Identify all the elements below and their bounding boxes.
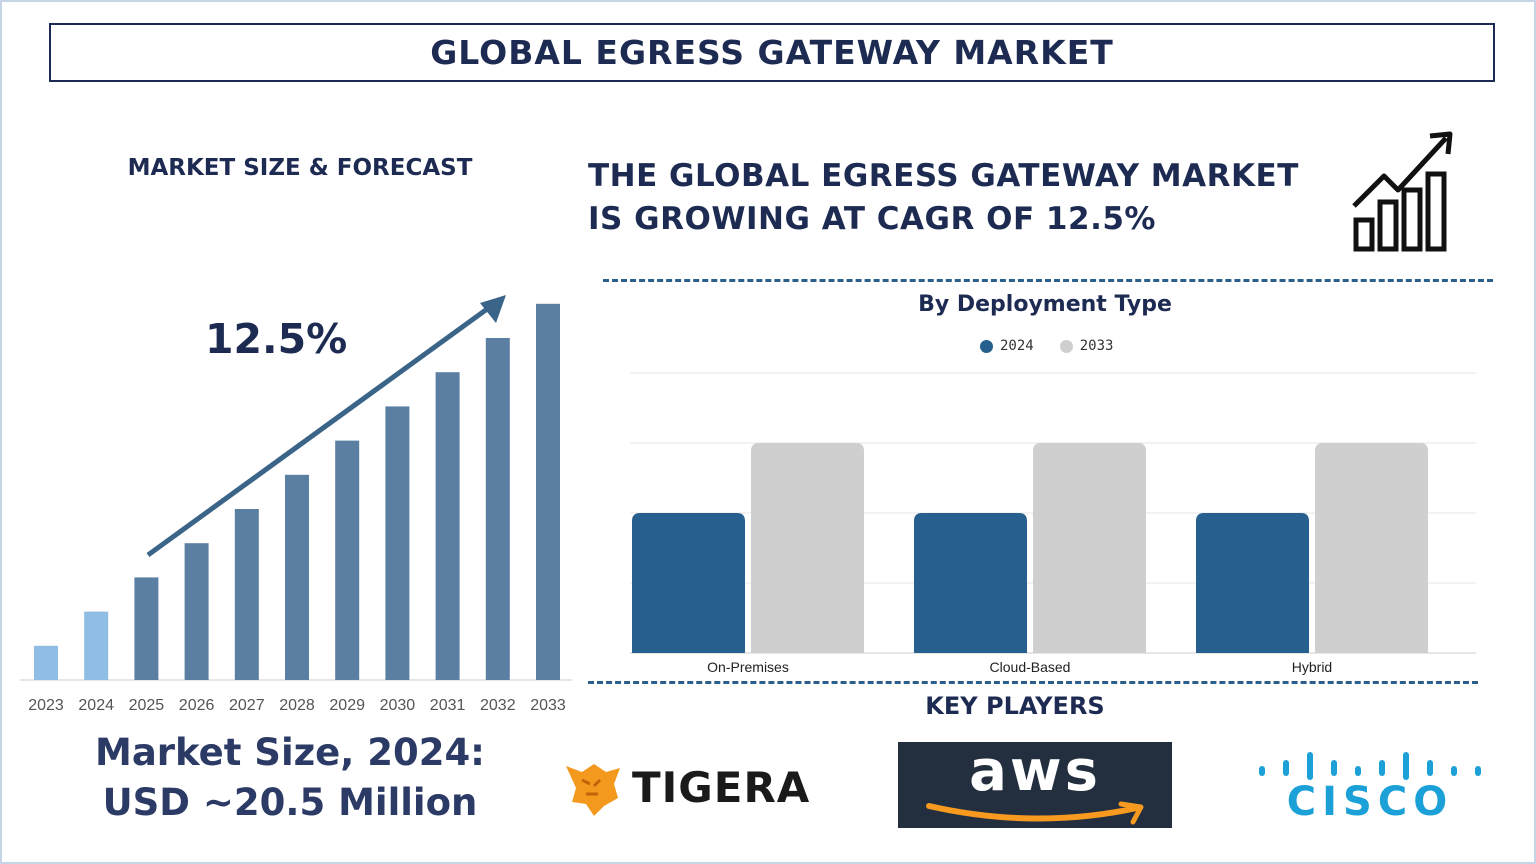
cisco-logo: CISCO <box>1250 752 1490 822</box>
growth-arrow-head <box>480 295 506 323</box>
market-size-heading: MARKET SIZE & FORECAST <box>127 155 473 181</box>
legend-label-2024: 2024 <box>1000 338 1034 354</box>
cisco-wordmark: CISCO <box>1286 779 1454 825</box>
key-players-heading: KEY PLAYERS <box>925 692 1105 720</box>
category-label-cloud-based: Cloud-Based <box>990 659 1071 675</box>
tick-label-2032: 2032 <box>480 697 516 714</box>
bar-hybrid-2033 <box>1315 443 1428 653</box>
legend-item-2024: 2024 <box>980 338 1034 354</box>
bar-2025 <box>134 577 159 680</box>
page-title: GLOBAL EGRESS GATEWAY MARKET <box>430 33 1114 72</box>
cagr-headline-line1: THE GLOBAL EGRESS GATEWAY MARKET <box>588 158 1299 194</box>
tick-label-2023: 2023 <box>28 697 64 714</box>
bar-cloud-based-2024 <box>914 513 1027 653</box>
bar-2031 <box>435 372 460 680</box>
tick-label-2027: 2027 <box>229 697 265 714</box>
tigera-logo: TIGERA <box>560 755 840 820</box>
bar-2029 <box>335 440 360 680</box>
cisco-bars-icon <box>1259 752 1481 780</box>
category-label-hybrid: Hybrid <box>1292 659 1332 675</box>
tick-label-2028: 2028 <box>279 697 315 714</box>
tigera-wordmark: TIGERA <box>632 763 811 812</box>
category-label-on-premises: On-Premises <box>707 659 789 675</box>
bar-hybrid-2024 <box>1196 513 1309 653</box>
legend-swatch-2024 <box>980 339 993 353</box>
cagr-headline-line2: IS GROWING AT CAGR OF 12.5% <box>588 201 1156 237</box>
deployment-chart-title: By Deployment Type <box>918 292 1172 317</box>
tick-label-2029: 2029 <box>329 697 365 714</box>
bar-cloud-based-2033 <box>1033 443 1146 653</box>
divider-top <box>603 279 1493 282</box>
legend-swatch-2033 <box>1059 339 1073 353</box>
market-size-line2: USD ~20.5 Million <box>102 781 478 824</box>
amazon-smile-icon <box>926 801 1144 825</box>
legend-item-2033: 2033 <box>1059 338 1114 354</box>
market-size-text: Market Size, 2024: USD ~20.5 Million <box>60 728 520 828</box>
tick-label-2031: 2031 <box>430 697 466 714</box>
growth-chart-icon <box>1352 131 1453 252</box>
market-forecast-chart: 2023 2024 2025 2026 2027 2028 2029 2030 2031 2032… <box>20 295 572 714</box>
bar-2032 <box>485 338 510 680</box>
growth-arrow <box>146 301 496 558</box>
divider-bottom <box>588 681 1478 684</box>
tick-label-2025: 2025 <box>129 697 165 714</box>
bar-2028 <box>285 474 309 680</box>
bar-2024 <box>84 611 109 680</box>
deployment-legend: 2024 2033 <box>980 338 1113 354</box>
bar-2030 <box>385 406 410 680</box>
deployment-type-chart: On-Premises Cloud-Based Hybrid <box>630 372 1476 675</box>
tick-label-2024: 2024 <box>78 697 114 714</box>
title-banner: GLOBAL EGRESS GATEWAY MARKET <box>49 23 1495 82</box>
tick-label-2030: 2030 <box>380 697 416 714</box>
cagr-headline: THE GLOBAL EGRESS GATEWAY MARKET IS GROW… <box>588 155 1348 241</box>
bar-2026 <box>184 543 209 680</box>
market-size-line1: Market Size, 2024: <box>95 731 485 774</box>
tiger-icon <box>566 763 620 816</box>
bar-2027 <box>234 509 259 680</box>
bar-2023 <box>34 645 58 680</box>
bar-on-premises-2033 <box>751 443 864 653</box>
tick-label-2026: 2026 <box>179 697 215 714</box>
tick-label-2033: 2033 <box>530 697 566 714</box>
aws-logo: aws <box>898 742 1172 828</box>
bar-on-premises-2024 <box>632 513 745 653</box>
aws-wordmark: aws <box>969 739 1101 804</box>
legend-label-2033: 2033 <box>1079 338 1114 354</box>
cagr-badge: 12.5% <box>205 315 348 363</box>
bar-2033 <box>536 303 560 680</box>
